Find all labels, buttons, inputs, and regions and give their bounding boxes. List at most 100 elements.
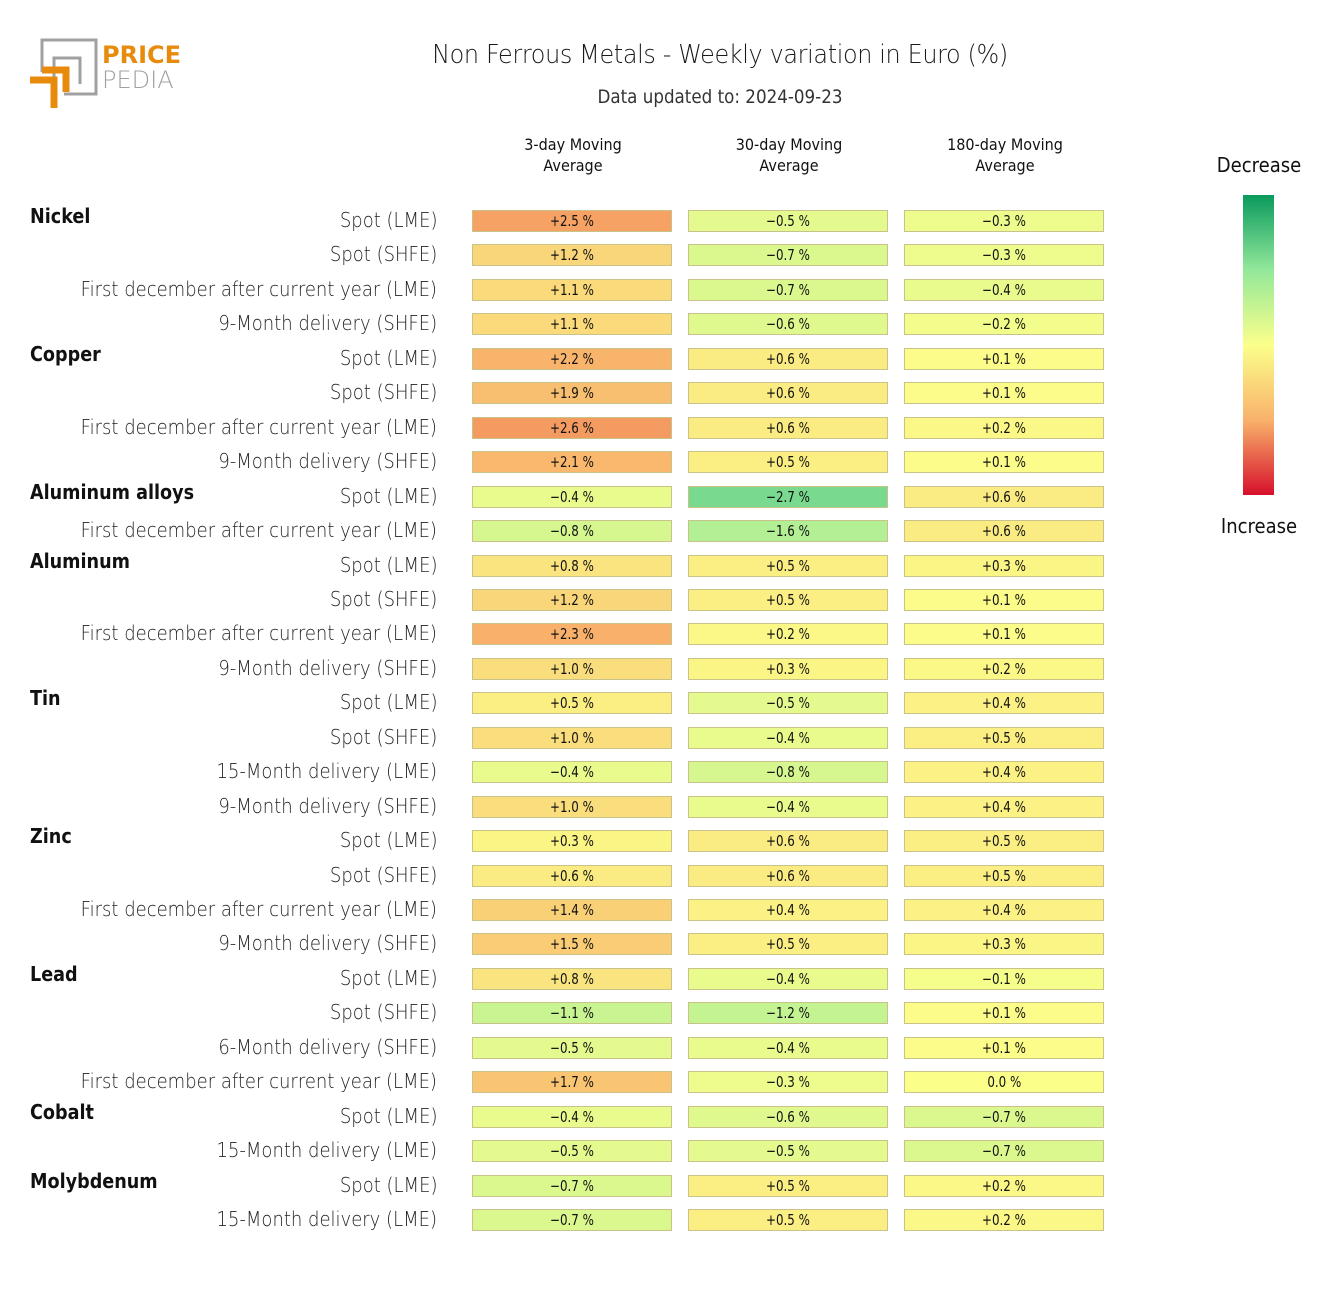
heatmap-cell: +1.7 % (472, 1071, 672, 1094)
cell-value-label: +0.6 % (550, 866, 594, 885)
heatmap-cell: −0.3 % (904, 210, 1104, 232)
cell-value-label: +1.0 % (550, 797, 594, 816)
heatmap-cell: −0.7 % (688, 244, 888, 267)
heatmap-cell: +1.0 % (472, 657, 672, 680)
cell-value-label: −2.7 % (766, 487, 810, 506)
heatmap-cell: +0.5 % (688, 1174, 888, 1197)
cell-value-label: −0.4 % (550, 1107, 594, 1126)
column-header-line: Average (759, 156, 819, 175)
row-label: 9-Month delivery (SHFE) (218, 931, 437, 956)
cell-value-label: +0.5 % (766, 1176, 810, 1195)
row-label: Spot (SHFE) (329, 724, 437, 749)
cell-value-label: +0.4 % (982, 694, 1026, 713)
legend-label-increase: Increase (1220, 514, 1298, 538)
cell-value-label: −0.2 % (982, 315, 1026, 334)
heatmap-cell: −0.4 % (472, 485, 672, 508)
cell-value-label: −1.1 % (550, 1004, 594, 1023)
heatmap-cell: −0.3 % (688, 1071, 888, 1094)
cell-value-label: +0.1 % (982, 384, 1026, 403)
heatmap-cell: −2.7 % (688, 485, 888, 508)
column-header-line: 3-day Moving (524, 135, 622, 154)
group-label: Molybdenum (30, 1168, 158, 1193)
heatmap-cell: +0.5 % (688, 933, 888, 956)
cell-value-label: +0.3 % (982, 935, 1026, 954)
heatmap-cell: −0.4 % (472, 761, 672, 784)
cell-value-label: +0.2 % (766, 625, 810, 644)
row-label: Spot (LME) (339, 552, 437, 577)
cell-value-label: −0.7 % (550, 1211, 594, 1230)
logo-text-pedia: PEDIA (102, 66, 174, 94)
chart-title: Non Ferrous Metals - Weekly variation in… (432, 40, 1008, 70)
group-label: Copper (30, 341, 101, 366)
legend-color-scale (1243, 195, 1274, 495)
column-header-line: Average (975, 156, 1035, 175)
cell-value-label: +0.6 % (766, 418, 810, 437)
heatmap-cell: −0.4 % (904, 278, 1104, 301)
row-label: Spot (LME) (339, 828, 437, 853)
heatmap-cell: +0.2 % (904, 416, 1104, 439)
heatmap-cell: +0.1 % (904, 1036, 1104, 1059)
cell-value-label: −0.7 % (982, 1107, 1026, 1126)
row-label: Spot (LME) (339, 345, 437, 370)
heatmap-cell: +0.1 % (904, 451, 1104, 474)
cell-value-label: +0.8 % (550, 556, 594, 575)
cell-value-label: −0.4 % (550, 763, 594, 782)
heatmap-cell: +0.4 % (904, 795, 1104, 818)
cell-value-label: −0.5 % (766, 1142, 810, 1161)
cell-value-label: −0.6 % (766, 315, 810, 334)
heatmap-cell: +0.1 % (904, 623, 1104, 646)
cell-value-label: +0.2 % (982, 418, 1026, 437)
row-label: Spot (SHFE) (329, 862, 437, 887)
group-label: Nickel (30, 204, 91, 228)
heatmap-cell: −0.5 % (688, 692, 888, 715)
heatmap-cell: +0.1 % (904, 588, 1104, 611)
cell-value-label: +0.2 % (982, 1211, 1026, 1230)
cell-value-label: +0.1 % (982, 453, 1026, 472)
heatmap-cell: +2.2 % (472, 347, 672, 370)
group-label: Lead (30, 961, 78, 986)
cell-value-label: +0.2 % (982, 1176, 1026, 1195)
heatmap-cell: +0.2 % (904, 1209, 1104, 1232)
heatmap-cell: −0.6 % (688, 313, 888, 336)
pricepedia-logo: PRICE PEDIA (28, 36, 188, 110)
heatmap-cell: +0.6 % (688, 830, 888, 853)
heatmap-cell: +0.8 % (472, 554, 672, 577)
row-label: Spot (LME) (339, 690, 437, 715)
heatmap-cell: +0.5 % (904, 864, 1104, 887)
row-label: Spot (SHFE) (329, 242, 437, 267)
cell-value-label: +0.6 % (766, 349, 810, 368)
heatmap-cell: −0.4 % (688, 967, 888, 990)
heatmap-cell: +0.6 % (688, 347, 888, 370)
cell-value-label: +0.5 % (766, 590, 810, 609)
cell-value-label: +0.3 % (982, 556, 1026, 575)
heatmap-cell: +0.6 % (688, 864, 888, 887)
cell-value-label: −0.4 % (982, 280, 1026, 299)
heatmap-cell: +0.3 % (904, 933, 1104, 956)
heatmap-cell: +0.6 % (904, 520, 1104, 543)
cell-value-label: −1.6 % (766, 522, 810, 541)
cell-value-label: +2.5 % (550, 212, 594, 230)
cell-value-label: +1.2 % (550, 590, 594, 609)
cell-value-label: −0.8 % (766, 763, 810, 782)
cell-value-label: +0.5 % (766, 1211, 810, 1230)
heatmap-cell: +0.4 % (904, 899, 1104, 921)
cell-value-label: −0.4 % (766, 1038, 810, 1057)
group-label: Aluminum (30, 548, 130, 573)
heatmap-cell: +1.2 % (472, 588, 672, 611)
heatmap-cell: +0.6 % (472, 864, 672, 887)
cell-value-label: +0.5 % (982, 866, 1026, 885)
heatmap-cell: +0.5 % (688, 554, 888, 577)
heatmap-cell: +1.1 % (472, 313, 672, 336)
row-label: Spot (LME) (339, 483, 437, 508)
heatmap-cell: +0.5 % (904, 726, 1104, 749)
cell-value-label: +0.1 % (982, 1038, 1026, 1057)
cell-value-label: +1.0 % (550, 728, 594, 747)
heatmap-cell: +0.3 % (688, 657, 888, 680)
row-label: 6-Month delivery (SHFE) (218, 1034, 437, 1059)
row-label: Spot (LME) (339, 208, 437, 232)
heatmap-cell: −0.5 % (472, 1036, 672, 1059)
cell-value-label: −1.2 % (766, 1004, 810, 1023)
heatmap-cell: +1.1 % (472, 278, 672, 301)
cell-value-label: +0.2 % (982, 659, 1026, 678)
row-label: Spot (SHFE) (329, 586, 437, 611)
